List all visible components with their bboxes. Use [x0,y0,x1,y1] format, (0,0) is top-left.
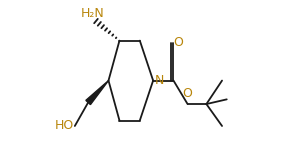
Text: O: O [183,87,193,100]
Text: HO: HO [55,119,74,132]
Polygon shape [86,81,109,105]
Text: H₂N: H₂N [81,7,105,20]
Text: O: O [173,36,183,49]
Text: N: N [154,74,164,87]
